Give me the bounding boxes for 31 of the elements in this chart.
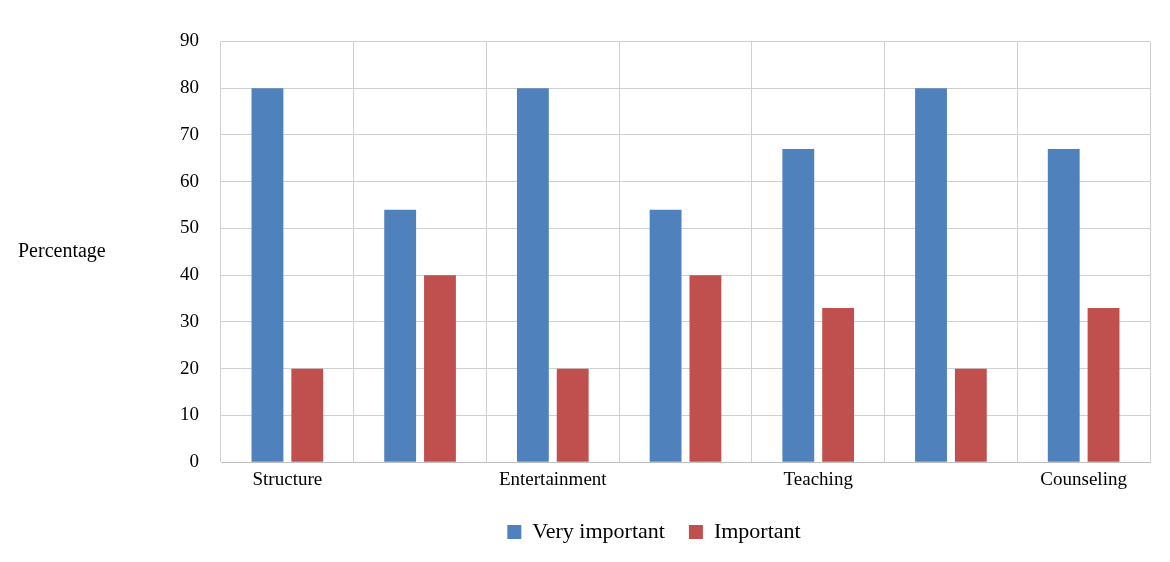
y-tick-label: 40 bbox=[180, 263, 199, 285]
y-tick-label: 90 bbox=[180, 29, 199, 51]
bar bbox=[689, 275, 722, 462]
bar bbox=[822, 307, 855, 462]
bar bbox=[915, 88, 947, 462]
y-tick-label: 10 bbox=[180, 403, 199, 425]
y-tick-label: 50 bbox=[180, 216, 199, 238]
bar bbox=[649, 209, 682, 462]
bar bbox=[556, 368, 589, 462]
y-tick-label: 20 bbox=[180, 356, 199, 378]
bar bbox=[251, 88, 284, 462]
y-tick-label: 0 bbox=[189, 450, 199, 472]
bar bbox=[516, 88, 549, 462]
bar bbox=[291, 368, 324, 462]
bar bbox=[384, 209, 417, 462]
bar bbox=[424, 275, 456, 462]
bar bbox=[954, 368, 987, 462]
y-axis-title: Percentage bbox=[18, 239, 106, 263]
x-tick-label: Counseling bbox=[1040, 467, 1128, 489]
x-tick-label: Structure bbox=[252, 467, 323, 489]
x-tick-label: Entertainment bbox=[498, 467, 608, 489]
bar bbox=[782, 148, 815, 462]
legend-label: Important bbox=[713, 517, 801, 543]
y-tick-label: 80 bbox=[180, 76, 199, 98]
y-tick-label: 70 bbox=[180, 122, 199, 144]
x-tick-label: Teaching bbox=[783, 467, 854, 489]
y-tick-label: 30 bbox=[180, 309, 199, 331]
bar bbox=[1047, 148, 1080, 462]
legend-label: Very important bbox=[532, 517, 665, 543]
bar bbox=[1087, 307, 1120, 462]
y-tick-label: 60 bbox=[180, 169, 199, 191]
